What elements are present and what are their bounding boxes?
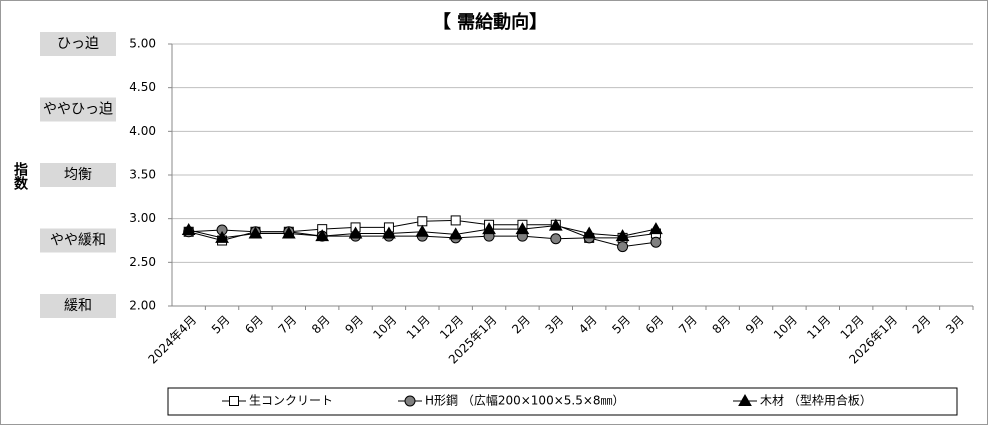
data-point xyxy=(617,241,629,253)
y-tick-label: 4.00 xyxy=(129,124,156,138)
band-label: ややひっ迫 xyxy=(43,102,113,118)
y-tick-label: 3.50 xyxy=(129,168,156,182)
band-label-bg xyxy=(40,32,116,56)
band-label: 緩和 xyxy=(64,298,92,314)
legend-box xyxy=(167,387,958,416)
legend-label: H形鋼 （広幅200×100×5.5×8㎜） xyxy=(425,393,625,408)
y-tick-label: 2.00 xyxy=(129,299,156,313)
y-tick-label: 4.50 xyxy=(129,80,156,94)
data-point xyxy=(382,226,396,239)
data-point xyxy=(181,223,196,236)
chart-title: 【 需給動向】 xyxy=(433,11,547,33)
data-point xyxy=(248,226,263,239)
data-point xyxy=(615,229,630,242)
legend-marker xyxy=(404,395,416,407)
legend-marker xyxy=(229,396,239,406)
data-point xyxy=(281,226,296,239)
data-point xyxy=(348,226,363,239)
y-axis-label: 指数 xyxy=(12,161,28,191)
data-point xyxy=(482,222,496,235)
data-point xyxy=(515,222,530,235)
data-point xyxy=(417,216,428,227)
band-label-bg xyxy=(40,97,116,122)
band-label-bg xyxy=(40,228,116,253)
legend-label: 木材 （型枠用合板） xyxy=(760,393,872,408)
legend-marker xyxy=(738,393,752,406)
data-point xyxy=(650,236,662,248)
band-label: ひっ迫 xyxy=(57,36,99,52)
legend-label: 生コンクリート xyxy=(249,394,333,408)
y-tick-label: 3.00 xyxy=(129,211,156,225)
data-point xyxy=(450,215,461,226)
band-label: 均衡 xyxy=(64,167,92,183)
data-point xyxy=(448,227,463,240)
band-label-bg xyxy=(40,294,116,318)
data-point xyxy=(550,233,562,245)
data-point xyxy=(582,226,597,239)
band-label-bg xyxy=(40,163,116,187)
data-point xyxy=(315,229,330,242)
y-tick-label: 2.50 xyxy=(129,255,156,269)
data-point xyxy=(548,218,563,231)
data-point xyxy=(649,222,663,235)
data-point xyxy=(215,230,229,243)
data-point xyxy=(415,224,430,237)
y-tick-label: 5.00 xyxy=(129,37,156,51)
band-label: やや緩和 xyxy=(50,233,106,249)
